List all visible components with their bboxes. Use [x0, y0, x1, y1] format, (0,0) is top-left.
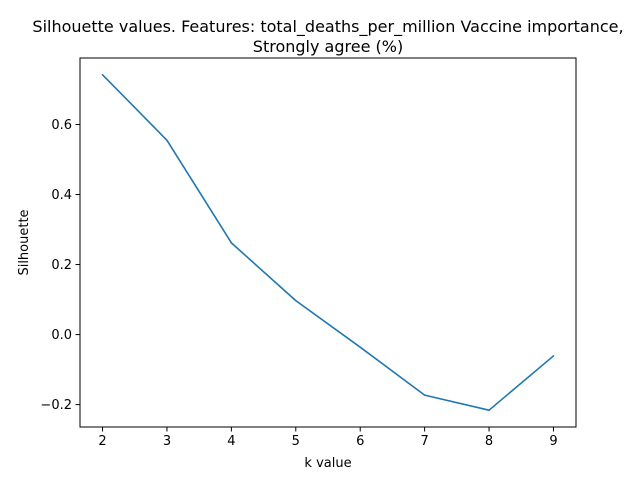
data-point — [230, 242, 233, 244]
y-axis-ticks: −0.2 0.0 0.2 0.4 0.6 — [40, 118, 80, 413]
x-axis-label: k value — [304, 456, 351, 471]
chart-title-line-1: Silhouette values. Features: total_death… — [32, 17, 623, 37]
data-point — [101, 74, 104, 76]
chart-title-line-2: Strongly agree (%) — [253, 37, 403, 56]
y-tick-label: 0.6 — [51, 118, 72, 133]
series-line-silhouette — [101, 74, 554, 412]
x-tick-label: 2 — [98, 434, 106, 449]
x-tick-label: 7 — [420, 434, 428, 449]
x-tick-label: 5 — [292, 434, 300, 449]
data-point — [359, 346, 362, 348]
plot-area — [80, 58, 576, 427]
x-axis-ticks: 2 3 4 5 6 7 8 9 — [98, 427, 558, 449]
x-tick-label: 6 — [356, 434, 364, 449]
data-point — [166, 139, 168, 142]
x-tick-label: 8 — [485, 434, 493, 449]
y-tick-label: 0.2 — [51, 258, 72, 273]
y-tick-label: 0.0 — [51, 328, 72, 343]
y-tick-label: 0.4 — [51, 188, 72, 203]
y-axis-label: Silhouette — [17, 209, 32, 275]
data-point — [294, 299, 297, 302]
data-point — [488, 409, 490, 411]
data-point — [552, 355, 555, 357]
x-tick-label: 3 — [163, 434, 171, 449]
y-tick-label: −0.2 — [40, 398, 72, 413]
series-layer — [101, 74, 555, 412]
x-tick-label: 4 — [227, 434, 235, 449]
x-tick-label: 9 — [549, 434, 557, 449]
plot-frame — [79, 57, 577, 428]
data-point — [423, 394, 426, 396]
